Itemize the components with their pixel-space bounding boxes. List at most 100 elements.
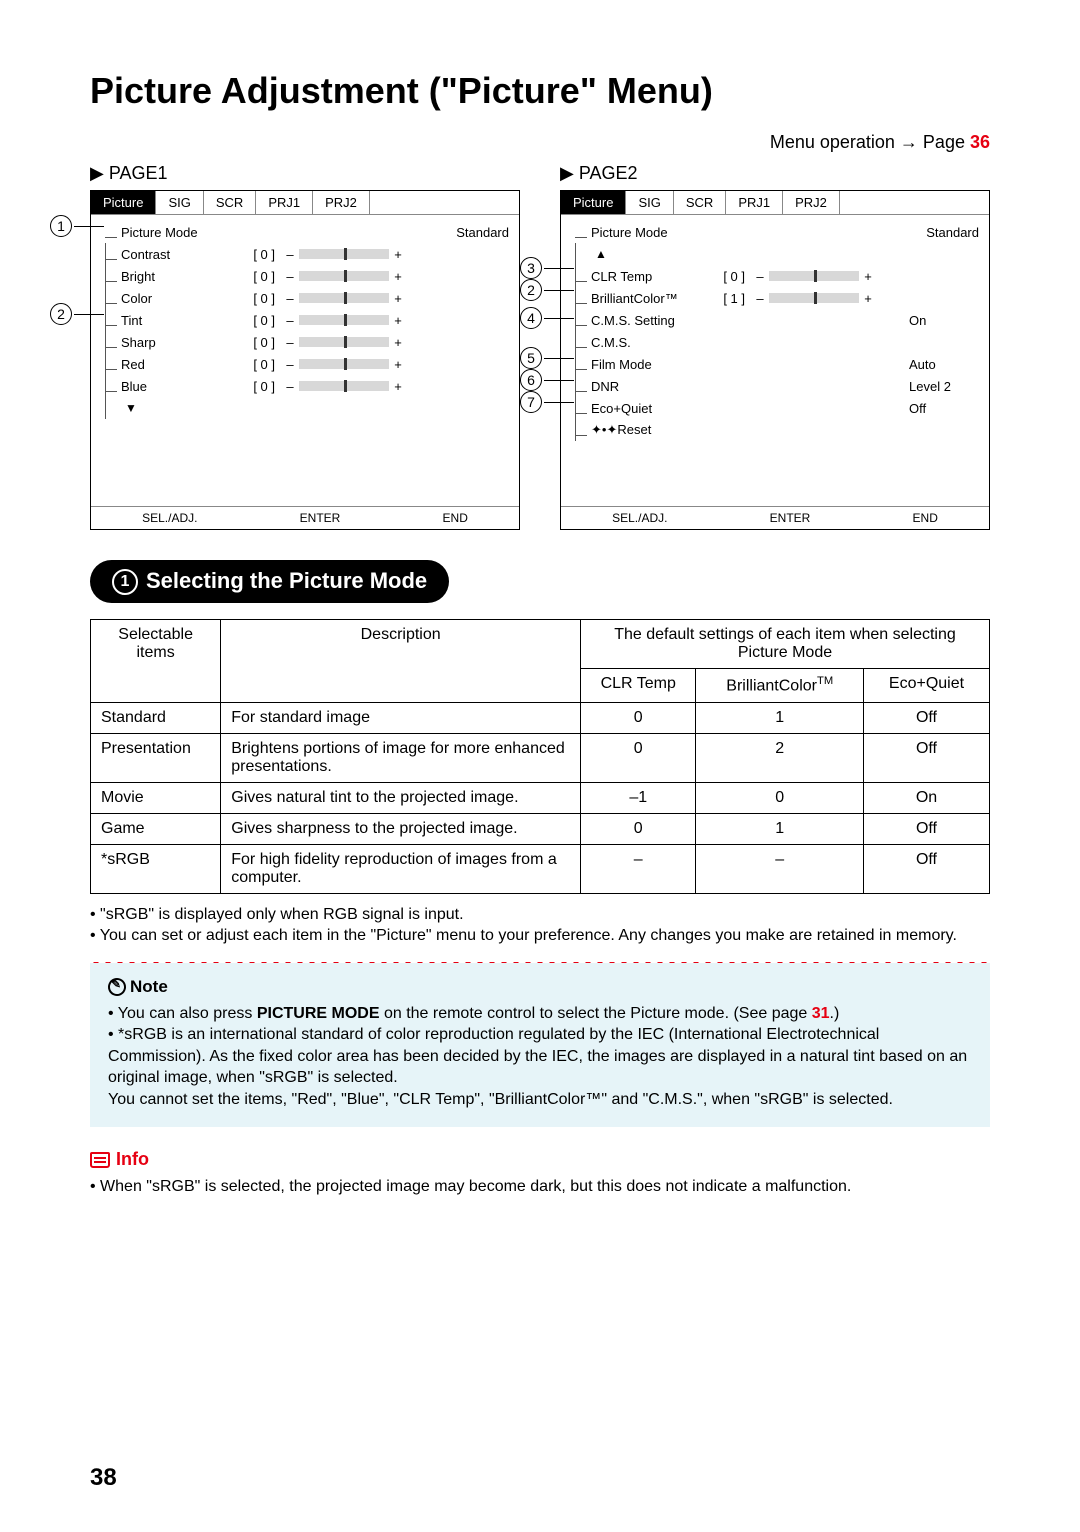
scroll-up-icon[interactable]: ▲ xyxy=(591,247,607,261)
adj-row-brilliantcolor-[interactable]: BrilliantColor™[ 1 ]–+ xyxy=(591,287,979,309)
tab-picture[interactable]: Picture xyxy=(91,191,156,214)
note-srgb-standard: *sRGB is an international standard of co… xyxy=(108,1024,972,1110)
footer-enter-2: ENTER xyxy=(770,511,811,525)
table-row: MovieGives natural tint to the projected… xyxy=(91,782,990,813)
menu-screen-page1: Picture SIG SCR PRJ1 PRJ2 Picture Mode S… xyxy=(90,190,520,530)
menu-op-page-word: Page xyxy=(918,132,970,152)
callout-7: 7 xyxy=(520,391,574,413)
slider-bar[interactable] xyxy=(299,249,389,259)
slider-bar[interactable] xyxy=(299,315,389,325)
picture-mode-value-2: Standard xyxy=(926,225,979,240)
note-memory: You can set or adjust each item in the "… xyxy=(90,925,990,947)
th-description: Description xyxy=(221,620,581,702)
page1-label-text: PAGE1 xyxy=(109,163,168,183)
tab-picture-2[interactable]: Picture xyxy=(561,191,626,214)
reset-label: Reset xyxy=(617,422,651,437)
row-dnr[interactable]: DNRLevel 2 xyxy=(591,375,979,397)
callout-1: 1 xyxy=(50,215,104,237)
tab-sig[interactable]: SIG xyxy=(156,191,203,214)
arrow-right-icon: → xyxy=(900,132,918,152)
slider-bar[interactable] xyxy=(299,381,389,391)
picture-mode-table: Selectable items Description The default… xyxy=(90,619,990,893)
picture-mode-row-2[interactable]: Picture Mode Standard xyxy=(591,221,979,243)
callout-4: 4 xyxy=(520,307,574,329)
adj-row-color[interactable]: Color[ 0 ]–+ xyxy=(121,287,509,309)
note-srgb-display: "sRGB" is displayed only when RGB signal… xyxy=(90,904,990,926)
row-eco-quiet[interactable]: Eco+QuietOff xyxy=(591,397,979,419)
slider-bar[interactable] xyxy=(769,271,859,281)
note-icon xyxy=(105,976,128,999)
tab-prj1-2[interactable]: PRJ1 xyxy=(726,191,783,214)
adj-row-blue[interactable]: Blue[ 0 ]–+ xyxy=(121,375,509,397)
menu-screen-page2: Picture SIG SCR PRJ1 PRJ2 Picture Mode S… xyxy=(560,190,990,530)
callout-2: 2 xyxy=(520,279,574,301)
page2-label-text: PAGE2 xyxy=(579,163,638,183)
callout-6: 6 xyxy=(520,369,574,391)
footer-sel-2: SEL./ADJ. xyxy=(612,511,667,525)
tab-sig-2[interactable]: SIG xyxy=(626,191,673,214)
th-selectable: Selectable items xyxy=(91,620,221,702)
section-heading: 1 Selecting the Picture Mode xyxy=(90,560,449,603)
slider-bar[interactable] xyxy=(299,359,389,369)
adj-row-bright[interactable]: Bright[ 0 ]–+ xyxy=(121,265,509,287)
scroll-down-icon[interactable]: ▼ xyxy=(121,401,137,415)
callout-2: 2 xyxy=(50,303,104,325)
tab-scr-2[interactable]: SCR xyxy=(674,191,726,214)
tab-prj2-2[interactable]: PRJ2 xyxy=(783,191,840,214)
info-text: When "sRGB" is selected, the projected i… xyxy=(90,1176,990,1198)
page-ref-31: 31 xyxy=(812,1005,830,1022)
picture-mode-value: Standard xyxy=(456,225,509,240)
table-row: *sRGBFor high fidelity reproduction of i… xyxy=(91,844,990,893)
menu-footer: SEL./ADJ. ENTER END xyxy=(91,506,519,529)
picture-mode-label: Picture Mode xyxy=(121,225,231,240)
note-box: Note You can also press PICTURE MODE on … xyxy=(90,963,990,1127)
adj-row-red[interactable]: Red[ 0 ]–+ xyxy=(121,353,509,375)
note-picture-mode-button: You can also press PICTURE MODE on the r… xyxy=(108,1003,972,1025)
tab-scr[interactable]: SCR xyxy=(204,191,256,214)
adj-row-tint[interactable]: Tint[ 0 ]–+ xyxy=(121,309,509,331)
info-label: Info xyxy=(116,1149,149,1169)
th-eco: Eco+Quiet xyxy=(863,669,989,702)
adj-row-clr-temp[interactable]: CLR Temp[ 0 ]–+ xyxy=(591,265,979,287)
reset-row[interactable]: ✦•✦Reset xyxy=(591,419,979,441)
menu-footer-2: SEL./ADJ. ENTER END xyxy=(561,506,989,529)
menu-operation-ref: Menu operation → Page 36 xyxy=(90,132,990,153)
page1-label: ▶ PAGE1 xyxy=(90,163,520,184)
footer-enter: ENTER xyxy=(300,511,341,525)
page-title: Picture Adjustment ("Picture" Menu) xyxy=(90,70,990,112)
tab-prj1[interactable]: PRJ1 xyxy=(256,191,313,214)
picture-mode-label-2: Picture Mode xyxy=(591,225,701,240)
info-block: Info When "sRGB" is selected, the projec… xyxy=(90,1149,990,1198)
menu-tabs-2: Picture SIG SCR PRJ1 PRJ2 xyxy=(561,191,989,215)
footer-sel: SEL./ADJ. xyxy=(142,511,197,525)
th-defaults: The default settings of each item when s… xyxy=(581,620,990,669)
callout-3: 3 xyxy=(520,257,574,279)
row-film-mode[interactable]: Film ModeAuto xyxy=(591,353,979,375)
slider-bar[interactable] xyxy=(299,337,389,347)
menu-tabs: Picture SIG SCR PRJ1 PRJ2 xyxy=(91,191,519,215)
footer-end-2: END xyxy=(913,511,938,525)
table-row: StandardFor standard image01Off xyxy=(91,702,990,733)
menu-op-page-num: 36 xyxy=(970,132,990,152)
th-bc: BrilliantColorTM xyxy=(696,669,864,702)
section-heading-text: Selecting the Picture Mode xyxy=(146,568,427,593)
adj-row-sharp[interactable]: Sharp[ 0 ]–+ xyxy=(121,331,509,353)
callout-5: 5 xyxy=(520,347,574,369)
page-number: 38 xyxy=(90,1464,117,1492)
row-c-m-s-[interactable]: C.M.S. xyxy=(591,331,979,353)
table-row: PresentationBrightens portions of image … xyxy=(91,733,990,782)
table-row: GameGives sharpness to the projected ima… xyxy=(91,813,990,844)
row-c-m-s-setting[interactable]: C.M.S. SettingOn xyxy=(591,309,979,331)
slider-bar[interactable] xyxy=(299,293,389,303)
page2-label: ▶ PAGE2 xyxy=(560,163,990,184)
tab-prj2[interactable]: PRJ2 xyxy=(313,191,370,214)
note-label: Note xyxy=(130,977,168,996)
slider-bar[interactable] xyxy=(299,271,389,281)
section-num-icon: 1 xyxy=(112,569,138,595)
slider-bar[interactable] xyxy=(769,293,859,303)
adj-row-contrast[interactable]: Contrast[ 0 ]–+ xyxy=(121,243,509,265)
under-table-notes: "sRGB" is displayed only when RGB signal… xyxy=(90,904,990,947)
picture-mode-row[interactable]: Picture Mode Standard xyxy=(121,221,509,243)
info-icon xyxy=(90,1152,110,1168)
menu-op-prefix: Menu operation xyxy=(770,132,900,152)
